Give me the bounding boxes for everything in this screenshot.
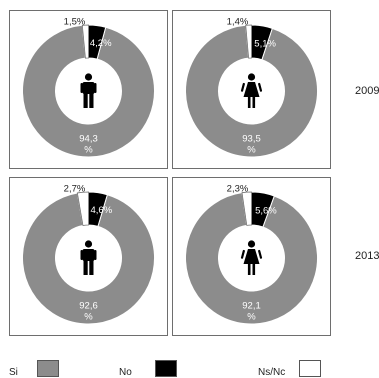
slice-nsnc-female-2013: [241, 191, 252, 226]
female-icon: [240, 73, 263, 108]
slice-no-female-2009: [251, 24, 273, 61]
donut-chart-male-2013: 4,6% 2,7% 92,6%: [22, 184, 155, 325]
slice-no-male-2009: [88, 24, 107, 60]
slice-nsnc-male-2009: [81, 24, 89, 59]
legend-label-no: No: [119, 367, 132, 378]
female-icon: [240, 240, 263, 275]
slice-no-male-2013: [88, 191, 108, 227]
slice-si-female-2013: [185, 192, 318, 325]
data-label-nsnc-male-2013: 2,7%: [64, 184, 86, 195]
donut-panel-male-2009: 4,2% 1,5% 94,3%: [9, 10, 168, 169]
data-label-si-value-male-2013: 92,6: [79, 301, 98, 312]
data-label-no-male-2009: 4,2%: [90, 38, 112, 49]
year-label-2013: 2013: [355, 250, 379, 262]
data-label-si-unit-female-2013: %: [247, 312, 256, 323]
slice-si-male-2013: [22, 192, 155, 325]
legend-label-si: Si: [9, 367, 18, 378]
data-label-si-value-female-2009: 93,5: [242, 134, 261, 145]
donut-chart-male-2009: 4,2% 1,5% 94,3%: [22, 17, 155, 158]
year-label-2009: 2009: [355, 85, 379, 97]
male-icon: [80, 73, 97, 108]
data-label-si-value-male-2009: 94,3: [79, 134, 98, 145]
data-label-no-female-2013: 5,6%: [255, 206, 277, 217]
data-label-nsnc-female-2013: 2,3%: [227, 184, 249, 195]
slice-nsnc-female-2009: [245, 24, 252, 59]
donut-panel-male-2013: 4,6% 2,7% 92,6%: [9, 177, 168, 336]
donut-chart-female-2009: 5,1% 1,4% 93,5%: [185, 17, 318, 158]
legend-label-nsnc: Ns/Nc: [258, 367, 286, 378]
donut-panel-female-2013: 5,6% 2,3% 92,1%: [172, 177, 331, 336]
legend-swatch-no: [155, 360, 177, 377]
slice-si-male-2009: [22, 24, 155, 158]
slice-no-female-2013: [251, 191, 275, 228]
data-label-no-male-2013: 4,6%: [91, 205, 113, 216]
legend-swatch-si: [37, 360, 59, 377]
data-label-nsnc-female-2009: 1,4%: [227, 17, 249, 28]
data-label-no-female-2009: 5,1%: [254, 38, 276, 49]
data-label-si-unit-male-2009: %: [84, 145, 93, 156]
slice-nsnc-male-2013: [76, 191, 89, 226]
slice-si-female-2009: [185, 24, 318, 158]
data-label-si-value-female-2013: 92,1: [242, 301, 261, 312]
legend-swatch-nsnc: [299, 360, 321, 377]
donut-panel-female-2009: 5,1% 1,4% 93,5%: [172, 10, 331, 169]
data-label-nsnc-male-2009: 1,5%: [64, 17, 86, 28]
donut-chart-female-2013: 5,6% 2,3% 92,1%: [185, 184, 318, 325]
male-icon: [80, 240, 97, 275]
data-label-si-unit-female-2009: %: [247, 145, 256, 156]
data-label-si-unit-male-2013: %: [84, 312, 93, 323]
